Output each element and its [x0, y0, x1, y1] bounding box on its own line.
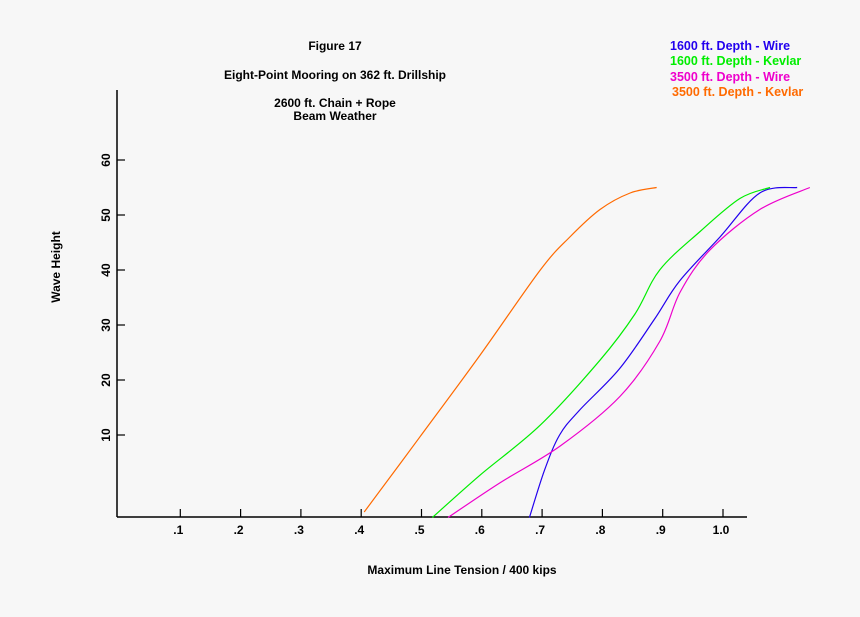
y-tick-label: 10	[99, 428, 113, 442]
y-tick-label: 40	[99, 263, 113, 277]
x-tick-label: .3	[294, 523, 304, 537]
x-tick-label: .2	[234, 523, 244, 537]
x-tick-label: .6	[475, 523, 485, 537]
x-axis-label: Maximum Line Tension / 400 kips	[367, 563, 557, 577]
x-tick-label: .4	[354, 523, 364, 537]
x-tick-label: .8	[595, 523, 605, 537]
legend-entry-2: 1600 ft. Depth - Kevlar	[670, 54, 802, 68]
y-tick-label: 60	[99, 153, 113, 167]
x-tick-label: .7	[535, 523, 545, 537]
chart-subtitle: Eight-Point Mooring on 362 ft. Drillship	[224, 68, 446, 82]
chart-title: Figure 17	[308, 39, 362, 53]
legend-entry-1: 1600 ft. Depth - Wire	[670, 39, 791, 53]
y-tick-label: 30	[99, 318, 113, 332]
legend-entry-4: 3500 ft. Depth - Kevlar	[672, 85, 804, 99]
y-tick-label: 20	[99, 373, 113, 387]
legend-entry-3: 3500 ft. Depth - Wire	[670, 70, 791, 84]
chart-subtitle-2: 2600 ft. Chain + Rope	[274, 96, 396, 110]
chart-subtitle-3: Beam Weather	[293, 109, 377, 123]
x-tick-label: .1	[173, 523, 183, 537]
series-line-3	[447, 186, 811, 518]
x-tick-label: .5	[414, 523, 424, 537]
y-tick-label: 50	[99, 208, 113, 222]
x-tick-label: 1.0	[713, 523, 730, 537]
x-tick-label: .9	[656, 523, 666, 537]
series-line-4	[363, 186, 657, 513]
series-line-2	[431, 186, 771, 518]
